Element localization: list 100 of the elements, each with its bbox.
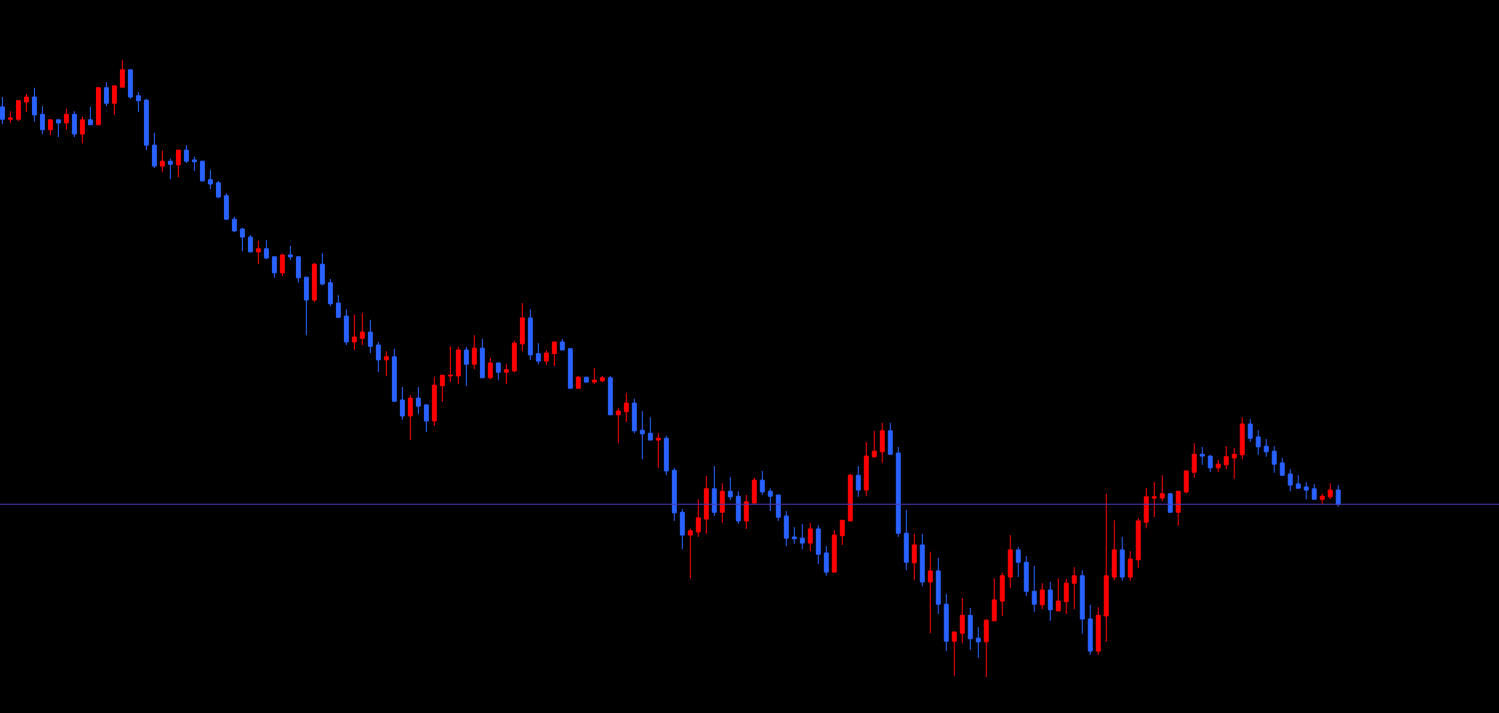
candlestick (151, 132, 157, 169)
candlestick (639, 410, 645, 460)
candlestick (855, 465, 861, 498)
candlestick (263, 239, 269, 260)
candlestick (1031, 565, 1037, 613)
candlestick (1047, 581, 1053, 622)
candlestick (183, 144, 189, 164)
candlestick (1055, 577, 1061, 612)
candlestick (335, 294, 341, 319)
candlestick (1167, 492, 1173, 513)
candlestick (223, 192, 229, 221)
candlestick (567, 347, 573, 389)
candlestick (367, 319, 373, 354)
candlestick (671, 467, 677, 522)
candlestick (871, 430, 877, 459)
candlestick (959, 597, 965, 644)
candlestick (719, 482, 725, 524)
candlestick (847, 473, 853, 522)
candlestick (287, 245, 293, 261)
candlestick (1135, 517, 1141, 569)
candlestick (1015, 546, 1021, 578)
candlestick (415, 386, 421, 415)
candlestick (943, 593, 949, 652)
candlestick (295, 255, 301, 284)
candlestick (839, 519, 845, 546)
candlestick (79, 116, 85, 144)
candlestick (375, 341, 381, 373)
candlestick (0, 96, 5, 125)
candlestick (191, 156, 197, 172)
candlestick (255, 240, 261, 265)
candlestick (319, 252, 325, 286)
candlestick (759, 470, 765, 496)
candlestick (447, 345, 453, 383)
candlestick (711, 465, 717, 517)
candlestick (623, 392, 629, 423)
candlestick (87, 106, 93, 126)
candlestick (95, 87, 101, 126)
candlestick (159, 150, 165, 173)
candlestick (1079, 569, 1085, 635)
candlestick (655, 432, 661, 469)
candlestick (23, 93, 29, 113)
candlestick (1311, 483, 1317, 500)
candlestick (735, 490, 741, 525)
candlestick (663, 435, 669, 476)
candlestick (231, 216, 237, 233)
candlestick (311, 262, 317, 303)
candlestick (783, 510, 789, 547)
candlestick (1215, 459, 1221, 473)
candlestick (279, 253, 285, 277)
candlestick (1303, 481, 1309, 500)
candlestick (1279, 457, 1285, 477)
candlestick (471, 334, 477, 370)
candlestick (103, 81, 109, 107)
candlestick (831, 529, 837, 573)
candlestick (951, 631, 957, 677)
candlestick (495, 362, 501, 381)
candlestick (591, 367, 597, 385)
candlestick (1239, 416, 1245, 460)
candlestick (1039, 582, 1045, 610)
candlestick (271, 256, 277, 279)
candlestick (7, 110, 13, 124)
candlestick (695, 498, 701, 538)
candlestick (463, 346, 469, 387)
candlestick (935, 557, 941, 615)
candlestick (1263, 438, 1269, 458)
candlestick (895, 446, 901, 538)
candlestick (303, 276, 309, 336)
candlestick (15, 100, 21, 122)
candlestick (767, 487, 773, 512)
candlestick (423, 403, 429, 433)
candlestick (911, 533, 917, 581)
candlestick (527, 308, 533, 361)
candlestick (727, 476, 733, 501)
candlestick (983, 618, 989, 677)
candlestick (1191, 442, 1197, 479)
candlestick (1007, 534, 1013, 589)
candlestick (807, 522, 813, 552)
candlestick (1287, 468, 1293, 492)
candlestick (1295, 474, 1301, 489)
candlestick (351, 314, 357, 351)
candlestick (815, 524, 821, 565)
candlestick (1255, 429, 1261, 456)
candlestick (607, 375, 613, 416)
candlestick (703, 475, 709, 535)
candlestick (1335, 484, 1341, 508)
candlestick (799, 523, 805, 550)
candlestick (55, 119, 61, 138)
candlestick (551, 341, 557, 367)
candlestick (135, 91, 141, 113)
candlestick (687, 528, 693, 579)
candlestick (1103, 493, 1109, 643)
candlestick (1151, 481, 1157, 518)
candlestick (919, 533, 925, 587)
candlestick (999, 572, 1005, 617)
candlestick (1143, 487, 1149, 529)
candlestick (31, 87, 37, 123)
candlestick (615, 407, 621, 444)
candlestick (1231, 447, 1237, 480)
candlestick (1247, 418, 1253, 443)
candlestick (519, 302, 525, 352)
